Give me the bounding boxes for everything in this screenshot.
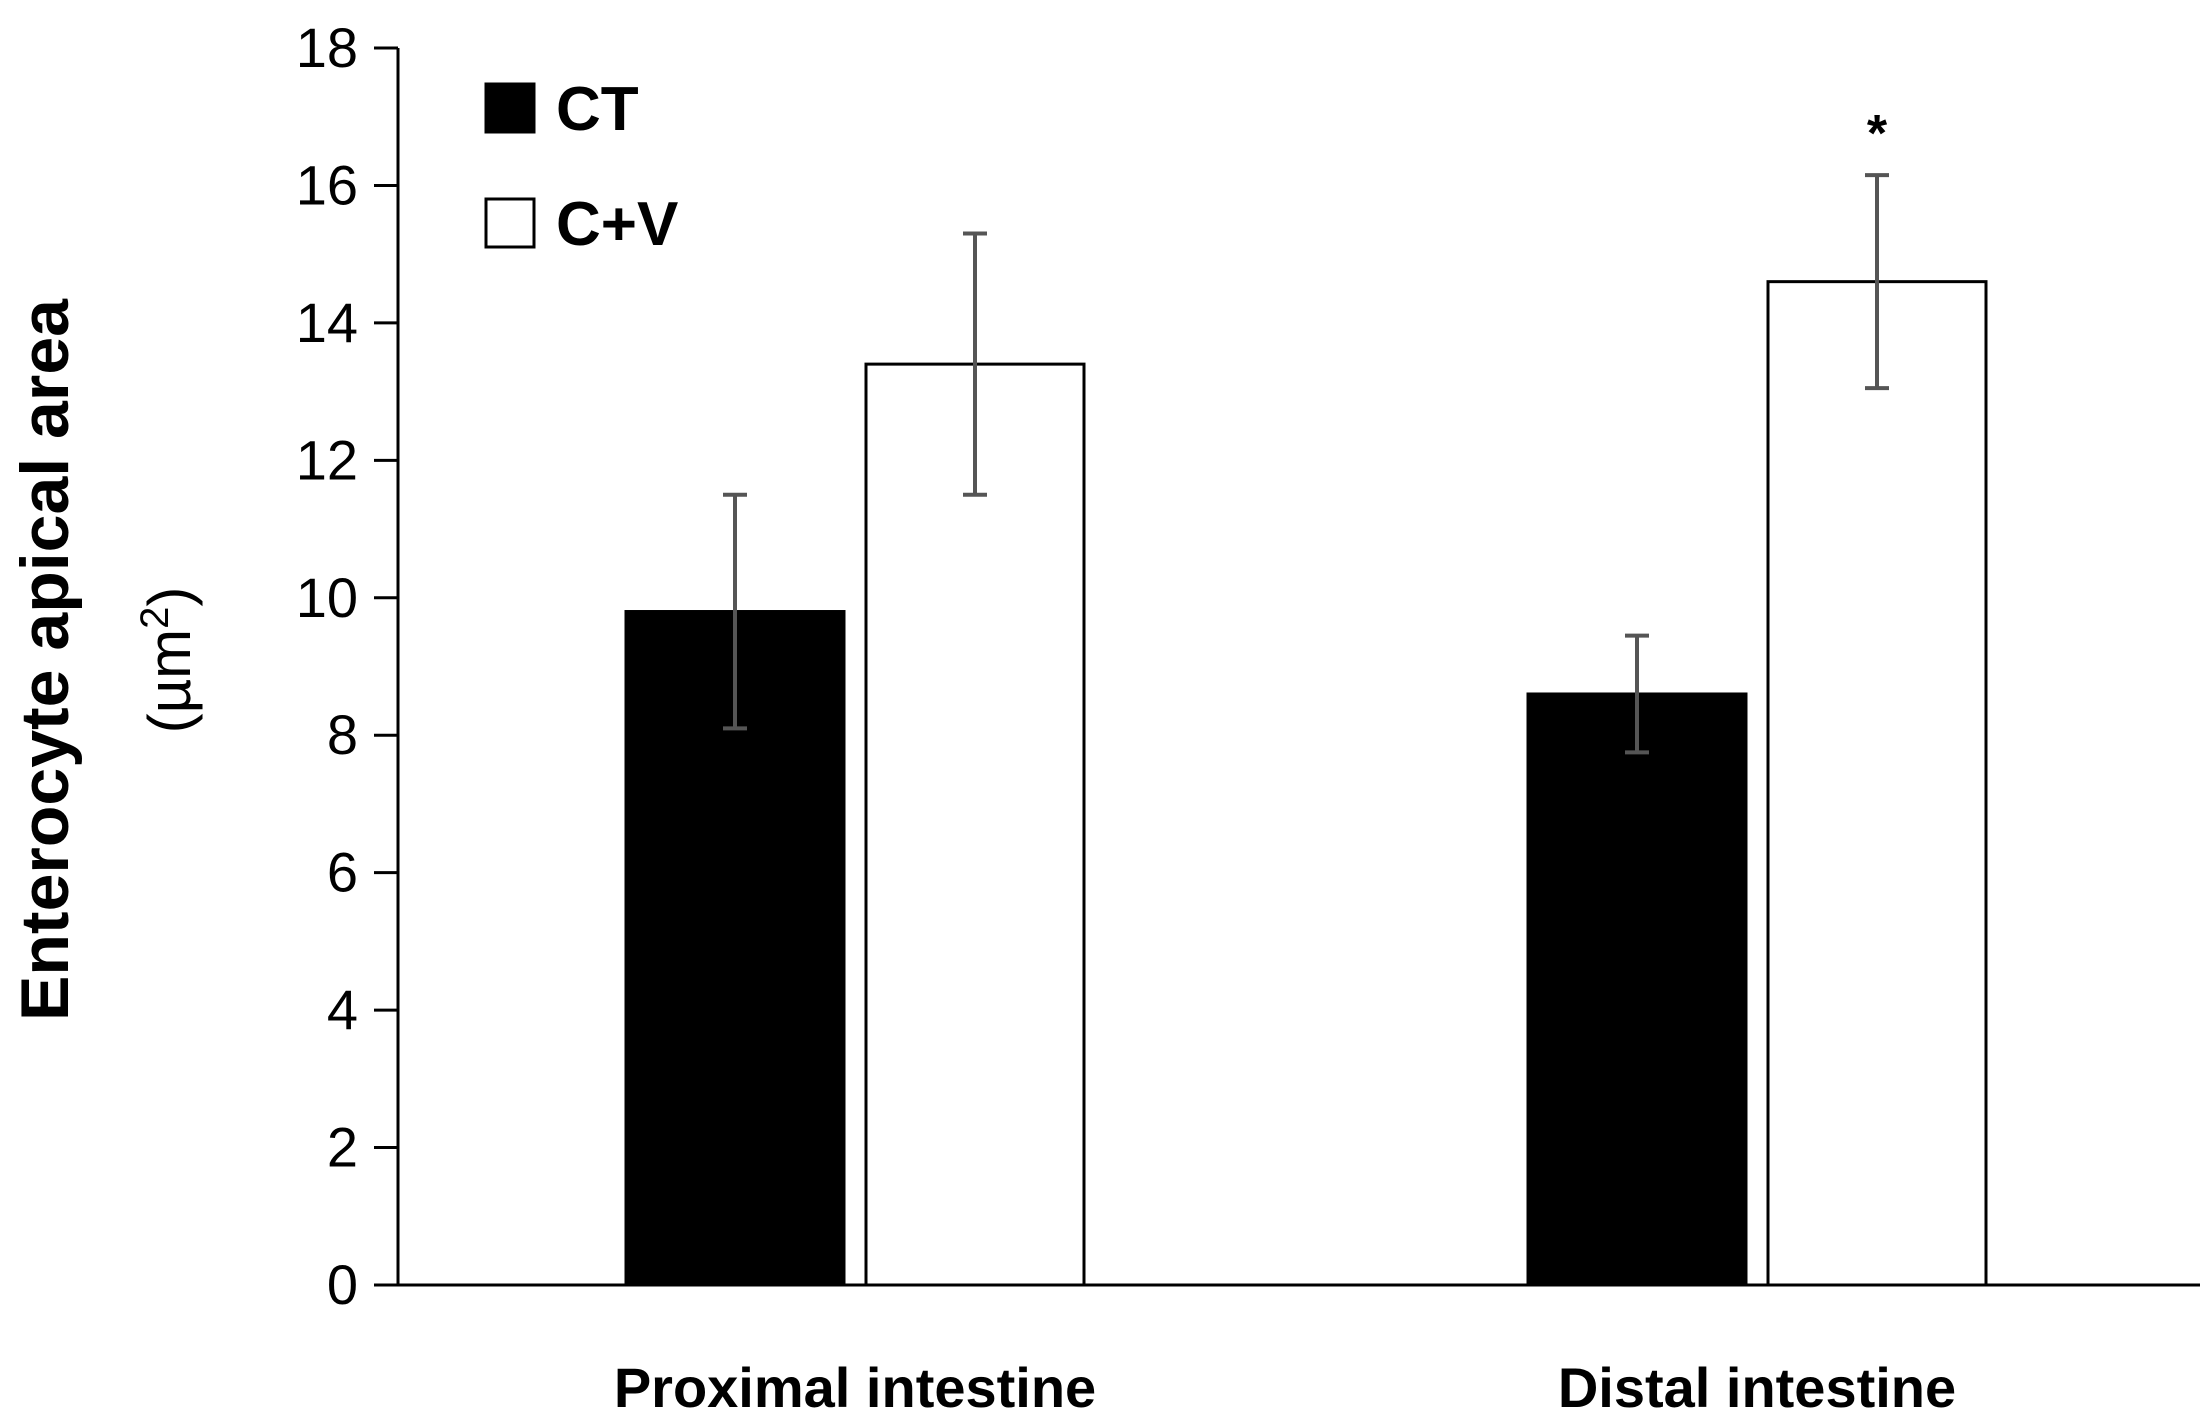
error-bars (723, 173, 1889, 755)
x-axis-labels: Proximal intestine Distal intestine (614, 1356, 1956, 1419)
y-tick-label: 10 (296, 566, 358, 629)
y-tick-label: 18 (296, 16, 358, 79)
x-category-label: Distal intestine (1558, 1356, 1956, 1419)
y-tick-label: 14 (296, 291, 358, 354)
y-axis-unit: (µm2) (133, 587, 203, 734)
y-axis-unit-superscript: 2 (133, 607, 177, 629)
bar-c-v (864, 362, 1086, 1287)
axes (374, 48, 2200, 1287)
y-axis-title: Enterocyte apical area (7, 298, 83, 1021)
y-tick-label: 16 (296, 153, 358, 216)
significance-marker: * (1867, 105, 1888, 163)
legend-swatch (484, 82, 536, 134)
bars (624, 280, 1988, 1287)
y-tick-label: 8 (327, 703, 358, 766)
y-tick-label: 12 (296, 428, 358, 491)
y-axis-ticks: 0 2 4 6 8 10 12 14 16 18 (296, 16, 398, 1316)
legend-swatch (484, 197, 536, 249)
y-axis-unit-close: ) (136, 587, 203, 607)
legend-label: CT (556, 75, 639, 144)
legend: CT C+V (484, 75, 678, 259)
y-tick-label: 0 (327, 1253, 358, 1316)
legend-label: C+V (556, 190, 678, 259)
bar-c-v (1766, 280, 1988, 1287)
y-tick-label: 6 (327, 841, 358, 904)
x-category-label: Proximal intestine (614, 1356, 1096, 1419)
y-tick-label: 2 (327, 1116, 358, 1179)
y-tick-label: 4 (327, 978, 358, 1041)
bar-ct (1526, 692, 1748, 1287)
y-axis-unit-open: (µm (136, 629, 203, 734)
annotations: * (1867, 105, 1888, 163)
